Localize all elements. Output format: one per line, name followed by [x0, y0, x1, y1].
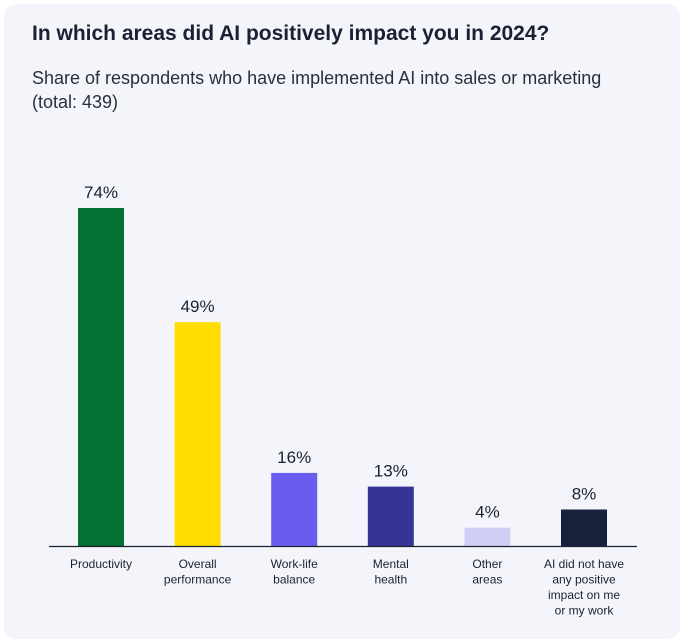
value-label-work-life-balance: 16% — [277, 448, 311, 467]
value-label-mental-health: 13% — [374, 462, 408, 481]
bar-work-life-balance — [271, 472, 318, 546]
bar-mental-health — [367, 486, 414, 546]
chart-title: In which areas did AI positively impact … — [32, 22, 550, 45]
category-label-productivity: Productivity — [70, 557, 132, 571]
chart-subtitle: Share of respondents who have implemente… — [32, 68, 602, 112]
value-label-ai-did-not-have-any-positive-impact-on-me-or-my-work: 8% — [572, 485, 597, 504]
category-label-mental-health: Mental health — [373, 557, 409, 587]
category-label-other-areas: Other areas — [472, 557, 502, 587]
category-label-overall-performance: Overall performance — [164, 557, 232, 587]
bar-other-areas — [464, 527, 511, 546]
category-label-ai-did-not-have-any-positive-impact-on-me-or-my-work: AI did not have any positive impact on me o… — [544, 557, 624, 618]
value-label-productivity: 74% — [84, 183, 118, 202]
category-label-work-life-balance: Work-life balance — [271, 557, 318, 587]
value-label-overall-performance: 49% — [181, 297, 215, 316]
bar-overall-performance — [174, 322, 221, 546]
bar-ai-did-not-have-any-positive-impact-on-me-or-my-work — [561, 509, 607, 546]
value-label-other-areas: 4% — [475, 503, 500, 522]
bar-productivity — [78, 208, 124, 546]
